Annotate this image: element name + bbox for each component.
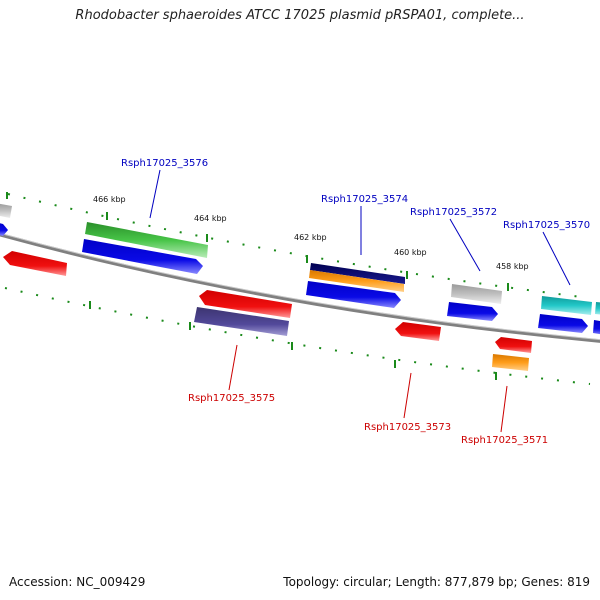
gene-feature[interactable] [593, 320, 600, 335]
scale-ticks-lower [89, 301, 497, 380]
gene-label-3572[interactable]: Rsph17025_3572 [410, 207, 497, 218]
gene-label-3575[interactable]: Rsph17025_3575 [188, 393, 275, 404]
gene-label-3570[interactable]: Rsph17025_3570 [503, 220, 590, 231]
gene-label-3571[interactable]: Rsph17025_3571 [461, 435, 548, 446]
map-title: Rhodobacter sphaeroides ATCC 17025 plasm… [75, 8, 525, 23]
gene-feature-3574[interactable] [310, 263, 405, 284]
gene-feature-3572[interactable] [451, 284, 502, 304]
topology-summary: Topology: circular; Length: 877,879 bp; … [283, 575, 590, 589]
gene-feature-3576[interactable] [85, 222, 208, 258]
gene-feature[interactable] [0, 222, 8, 236]
gene-feature[interactable] [0, 203, 12, 218]
scale-label: 458 kbp [496, 262, 529, 271]
gene-label-3573[interactable]: Rsph17025_3573 [364, 422, 451, 433]
backbone-line [0, 232, 600, 343]
backbone-highlight [0, 232, 600, 341]
gene-feature[interactable] [82, 239, 203, 274]
gene-feature[interactable] [495, 337, 532, 353]
gene-feature-3575[interactable] [194, 307, 289, 336]
gene-feature[interactable] [199, 290, 292, 318]
gene-feature[interactable] [3, 251, 67, 276]
gene-feature[interactable] [538, 314, 588, 333]
gene-label-3576[interactable]: Rsph17025_3576 [121, 158, 208, 169]
gene-feature-3571[interactable] [492, 354, 529, 371]
gene-feature[interactable] [306, 281, 401, 308]
label-leaders-forward [149, 169, 571, 286]
gene-feature[interactable] [595, 302, 600, 315]
scale-label: 462 kbp [294, 233, 327, 242]
gene-feature[interactable] [447, 302, 498, 321]
scale-ticks-upper [6, 192, 509, 291]
accession-text: Accession: NC_009429 [9, 575, 146, 589]
gene-feature-3570[interactable] [541, 296, 592, 315]
scale-track-lower [4, 287, 591, 385]
gene-feature[interactable] [309, 270, 404, 292]
gene-label-3574[interactable]: Rsph17025_3574 [321, 194, 408, 205]
label-leaders-reverse [228, 344, 508, 433]
scale-label: 466 kbp [93, 195, 126, 204]
scale-label: 464 kbp [194, 214, 227, 223]
gene-feature-3573[interactable] [395, 322, 441, 341]
scale-label: 460 kbp [394, 248, 427, 257]
